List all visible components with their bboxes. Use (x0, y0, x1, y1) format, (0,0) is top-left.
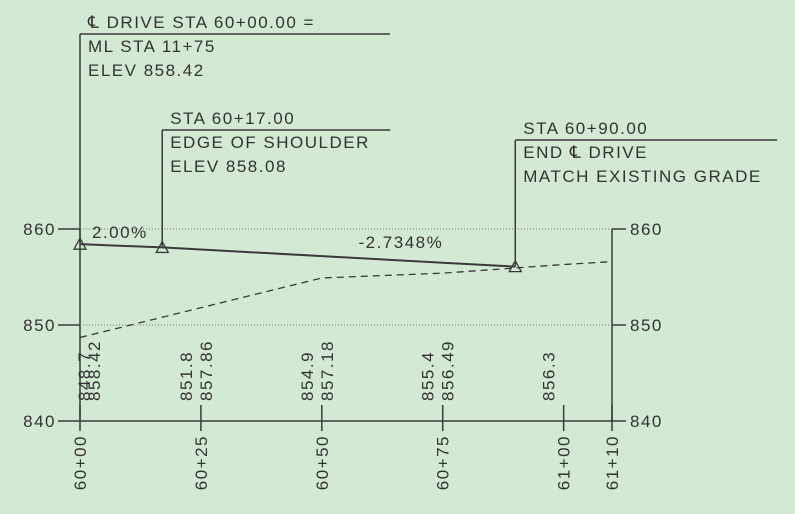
profile-line (79, 243, 516, 268)
elevation-label: 856.3 (540, 351, 559, 401)
x-tick-label: 60+25 (192, 435, 211, 490)
elevation-label: 858.42 (85, 340, 104, 401)
x-tick-label: 60+75 (434, 435, 453, 490)
y-tick-label-right: 840 (630, 412, 663, 431)
elevation-label: 857.86 (197, 340, 216, 401)
y-tick-label: 850 (23, 316, 56, 335)
vertex-marker (72, 236, 88, 250)
vertex-marker (155, 240, 170, 254)
grade-label: -2.7348% (358, 233, 443, 252)
y-tick-label: 860 (23, 220, 56, 239)
callout-text: ℄ DRIVE STA 60+00.00 = (87, 13, 315, 32)
x-tick-label: 61+00 (555, 435, 574, 490)
grade-label: 2.00% (92, 223, 148, 242)
y-tick-label: 840 (23, 412, 56, 431)
y-tick-label-right: 860 (630, 220, 663, 239)
elevation-label: 855.4 (419, 351, 438, 401)
elevation-label: 851.8 (177, 351, 196, 401)
profile-line (79, 260, 613, 339)
x-tick-label: 61+10 (603, 435, 622, 490)
callout-text: EDGE OF SHOULDER (170, 133, 370, 152)
callout-text: MATCH EXISTING GRADE (523, 167, 761, 186)
y-tick-label-right: 850 (630, 316, 663, 335)
callout-text: ELEV 858.42 (88, 61, 205, 80)
elevation-label: 856.49 (439, 340, 458, 401)
vertex-marker (508, 259, 523, 273)
elevation-label: 857.18 (318, 340, 337, 401)
callout-text: ELEV 858.08 (170, 157, 287, 176)
elevation-label: 848.7 (75, 351, 94, 401)
x-tick-label: 60+50 (313, 435, 332, 490)
callout-text: ML STA 11+75 (88, 37, 216, 56)
elevation-label: 854.9 (298, 351, 317, 401)
x-tick-label: 60+00 (71, 435, 90, 490)
callout-text: END ℄ DRIVE (523, 143, 648, 162)
callout-text: STA 60+17.00 (170, 109, 295, 128)
callout-text: STA 60+90.00 (523, 119, 648, 138)
